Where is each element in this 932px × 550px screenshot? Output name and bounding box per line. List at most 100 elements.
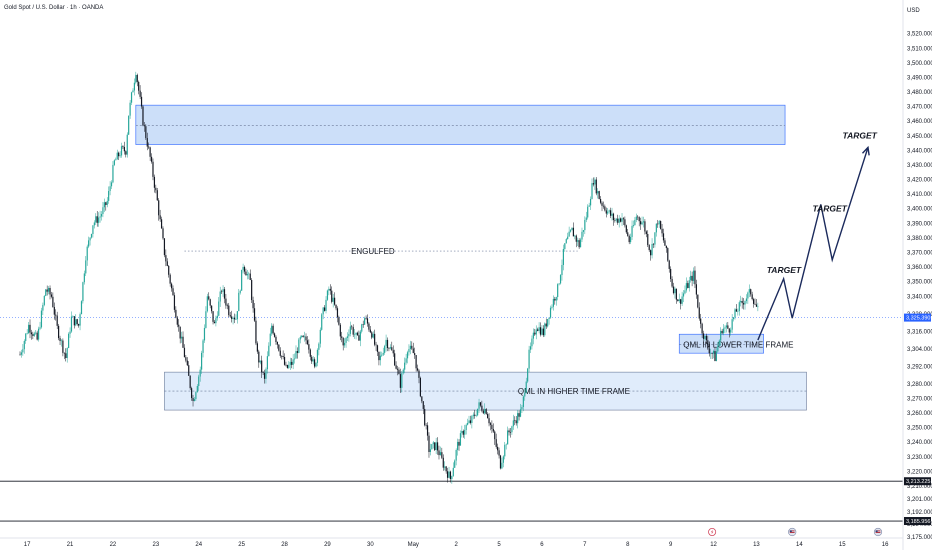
candle-body: [422, 401, 424, 409]
candle-body: [735, 309, 738, 312]
time-axis[interactable]: 17 21 22 23 24 25 28 29 30 May 2 5 6 7 8 9 12 13 14 15 16: [0, 527, 903, 548]
level-1-badge-label: 3,185.956: [906, 519, 930, 525]
candle-body: [727, 325, 729, 329]
candle-body: [601, 202, 603, 206]
candle-body: [604, 206, 606, 211]
candle-body: [203, 327, 206, 341]
candle-body: [20, 352, 23, 355]
candle-body: [296, 351, 299, 353]
candle-body: [661, 228, 663, 234]
candle-body: [123, 147, 125, 152]
price-axis[interactable]: 3,520.000 3,510.000 3,500.000 3,490.000 3,48…: [902, 0, 932, 550]
candle-body: [394, 353, 396, 366]
candle-body: [335, 304, 337, 309]
projection-path[interactable]: [757, 147, 869, 341]
candle-body: [208, 296, 210, 300]
candle-body: [105, 202, 107, 205]
candle-body: [744, 301, 746, 305]
candle-body: [471, 416, 473, 423]
candle-body: [216, 315, 218, 319]
candle-body: [56, 315, 58, 326]
candle-body: [388, 347, 390, 349]
candle-body: [688, 280, 690, 289]
candle-body: [710, 353, 712, 354]
candle-body: [160, 219, 163, 229]
candle-body: [750, 289, 752, 295]
candle-body: [599, 199, 602, 203]
candle-body: [622, 218, 625, 220]
candle-body: [30, 332, 33, 335]
candle-body: [519, 409, 522, 417]
candle-body: [66, 348, 68, 358]
candle-body: [575, 235, 577, 242]
candle-body: [45, 289, 47, 296]
candle-body: [291, 361, 293, 365]
candle-body: [318, 343, 320, 350]
candle-body: [738, 302, 740, 312]
candle-body: [652, 243, 655, 245]
date-tick-label: 7: [583, 542, 587, 548]
candle-body: [722, 328, 725, 334]
price-tick-label: 3,304.000: [907, 347, 932, 353]
qml-lower-time-frame-rect[interactable]: [678, 333, 764, 354]
candle-body: [670, 268, 672, 280]
candle-body: [558, 283, 560, 285]
candle-body: [346, 336, 349, 338]
candle-body: [404, 362, 406, 370]
candle-body: [229, 315, 231, 317]
candle-body: [547, 319, 549, 327]
candle-body: [395, 365, 397, 369]
candle-body: [305, 336, 307, 341]
candle-body: [469, 420, 472, 423]
candle-body: [592, 183, 595, 185]
candle-body: [334, 297, 336, 305]
candle-body: [714, 350, 716, 362]
candle-body: [489, 423, 492, 425]
candle-body: [379, 355, 381, 361]
candle-body: [581, 231, 583, 240]
candle-body: [69, 331, 71, 334]
level-0-badge: [904, 477, 931, 486]
candle-body: [206, 296, 208, 312]
candle-body: [319, 329, 321, 344]
candle-body: [682, 293, 685, 297]
supply-zone-rect[interactable]: [135, 104, 786, 145]
candle-body: [444, 466, 446, 468]
date-tick-label: 23: [153, 542, 160, 548]
candle-body: [179, 326, 181, 339]
candle-body: [332, 297, 334, 302]
candle-body: [255, 320, 257, 344]
candle-body: [362, 324, 364, 325]
candle-body: [412, 348, 414, 354]
candle-body: [228, 305, 230, 316]
candle-body: [236, 311, 238, 320]
candle-body: [565, 239, 567, 244]
candle-body: [222, 289, 224, 292]
candle-body: [243, 266, 246, 272]
candle-body: [717, 345, 719, 352]
candle-body: [660, 221, 662, 229]
candle-body: [538, 327, 540, 331]
candle-body: [143, 125, 146, 127]
candle-body: [162, 228, 164, 239]
candle-body: [168, 265, 170, 275]
candle-body: [369, 329, 371, 333]
levels-layer: ENGULFED: [0, 247, 903, 522]
candle-body: [625, 225, 627, 233]
candle-body: [505, 444, 507, 446]
candle-body: [342, 337, 344, 346]
candle-body: [245, 271, 247, 276]
candle-body: [223, 289, 226, 299]
candle-body: [211, 305, 213, 312]
candle-body: [650, 250, 652, 256]
candle-body: [170, 283, 173, 289]
candle-body: [499, 455, 502, 469]
candle-body: [587, 206, 589, 218]
candle-body: [152, 161, 154, 177]
candle-body: [512, 420, 514, 427]
candle-body: [155, 187, 157, 191]
price-tick-label: 3,400.000: [907, 207, 932, 213]
candle-body: [620, 218, 622, 222]
candle-body: [667, 248, 669, 261]
